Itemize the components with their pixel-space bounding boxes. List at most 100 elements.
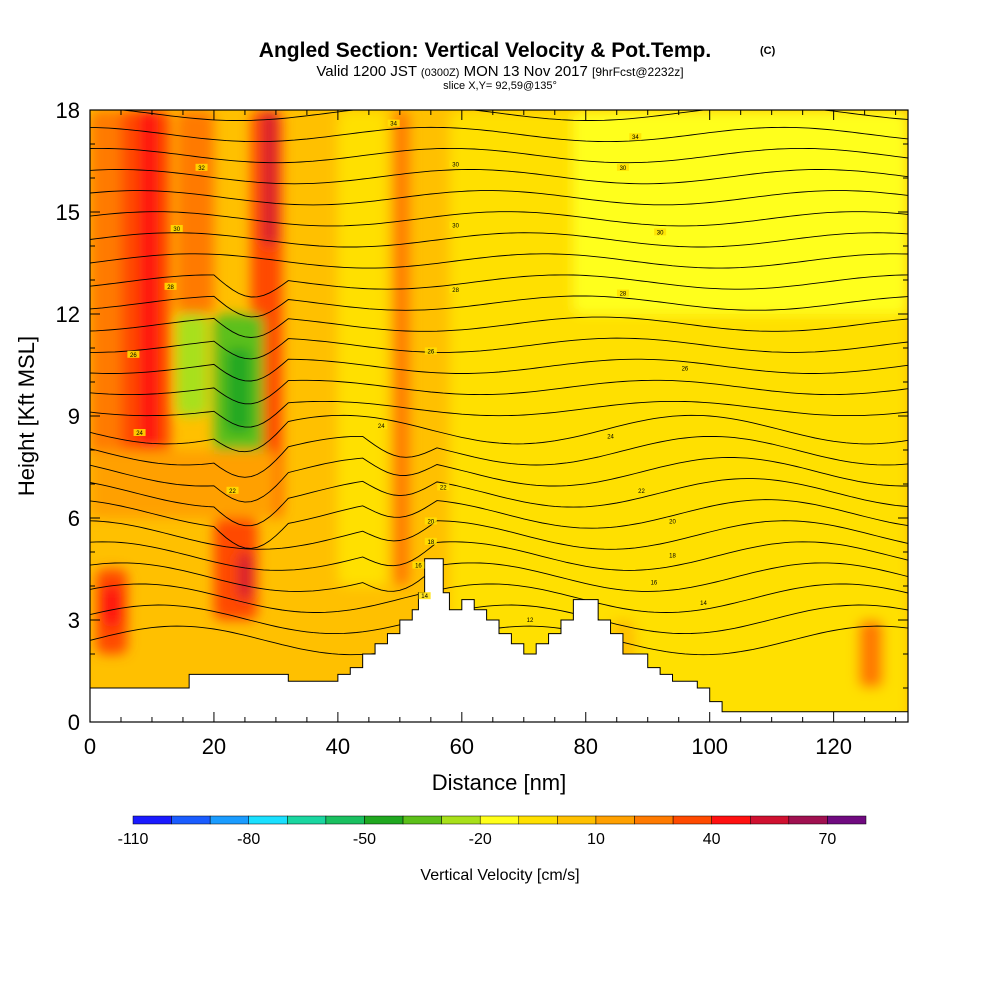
theta-contour-line: [90, 583, 908, 613]
velocity-patch: [176, 110, 214, 314]
contour-label: 24: [607, 434, 614, 440]
contour-label-bg: [635, 486, 648, 494]
theta-contour-line: [90, 604, 908, 635]
theta-contour-line: [90, 295, 908, 318]
colorbar-tick-label: -50: [353, 831, 376, 848]
theta-contours: [90, 110, 908, 656]
colorbar: [132, 815, 867, 825]
colorbar-tick-label: -110: [118, 831, 149, 848]
velocity-patch: [858, 620, 884, 688]
velocity-patch: [139, 110, 159, 450]
contour-label: 14: [421, 594, 428, 600]
theta-contour-line: [118, 110, 908, 121]
theta-contour-line: [90, 541, 908, 571]
contour-label-bg: [697, 599, 710, 606]
contour-label: 16: [415, 564, 422, 570]
x-tick-label: 40: [326, 734, 350, 759]
velocity-patch: [263, 110, 276, 246]
y-tick-label: 18: [56, 98, 80, 123]
colorbar-swatch: [325, 815, 365, 825]
colorbar-swatch: [595, 815, 635, 825]
contour-label-bg: [616, 163, 629, 171]
theta-contour-line: [90, 211, 908, 227]
y-axis: 0 3 6 9 12 15 18: [56, 98, 908, 735]
contour-label: 28: [167, 285, 174, 291]
colorbar-tick-label: -80: [237, 831, 260, 848]
contour-label-bg: [678, 364, 691, 372]
theta-contour-line: [90, 253, 908, 269]
contour-label-bg: [127, 350, 140, 358]
contour-label: 30: [173, 227, 180, 233]
colorbar-tick-label: 70: [819, 831, 837, 848]
contour-label-bg: [418, 592, 431, 600]
velocity-patch: [573, 110, 908, 314]
contour-label-bg: [449, 286, 462, 294]
theta-contour-line: [90, 414, 908, 453]
contour-label-bg: [412, 561, 425, 569]
contour-label-bg: [604, 432, 617, 440]
theta-contour-line: [90, 520, 908, 550]
contour-label: 20: [427, 519, 434, 525]
contour-label: 32: [198, 166, 205, 172]
velocity-patch: [337, 110, 388, 586]
contour-label-bg: [195, 163, 208, 171]
contour-label-bg: [133, 429, 146, 436]
y-tick-label: 9: [68, 404, 80, 429]
theta-contour-line: [90, 316, 908, 338]
colorbar-tick-label: 40: [703, 831, 721, 848]
chart-title-mark: (C): [760, 45, 776, 57]
contour-label: 30: [452, 162, 459, 168]
contour-label: 34: [390, 122, 397, 128]
velocity-patch: [90, 110, 128, 484]
velocity-patch: [709, 314, 908, 620]
colorbar-swatch: [248, 815, 288, 825]
terrain-mask: [90, 558, 908, 722]
contour-label: 22: [440, 485, 447, 491]
x-axis: 0 20 40 60 80 100 120: [84, 110, 897, 759]
theta-contour-line: [90, 499, 908, 549]
slice-label: slice X,Y= 92,59@135°: [443, 80, 557, 92]
y-axis-label: Height [Kft MSL]: [14, 336, 39, 496]
colorbar-label: Vertical Velocity [cm/s]: [420, 867, 579, 884]
contour-label-bg: [654, 228, 667, 236]
contour-label: 14: [700, 601, 707, 607]
velocity-patch: [176, 314, 208, 416]
y-tick-label: 12: [56, 302, 80, 327]
y-tick-label: 6: [68, 506, 80, 531]
contour-label: 24: [136, 431, 143, 437]
x-tick-label: 60: [450, 734, 474, 759]
x-tick-label: 120: [815, 734, 852, 759]
contour-label: 30: [657, 230, 664, 236]
colorbar-swatch: [171, 815, 211, 825]
theta-contour-line: [90, 190, 908, 206]
colorbar-swatch: [827, 815, 867, 825]
x-tick-label: 80: [574, 734, 598, 759]
x-tick-label: 100: [691, 734, 728, 759]
contour-label: 24: [378, 424, 385, 430]
contour-label: 26: [427, 349, 434, 355]
theta-contour-line: [90, 274, 908, 298]
theta-contour-line: [90, 562, 908, 592]
contour-label: 28: [620, 292, 627, 298]
x-tick-label: 0: [84, 734, 96, 759]
colorbar-tick-label: 10: [587, 831, 605, 848]
theta-contour-line: [90, 478, 908, 527]
colorbar-swatch: [711, 815, 751, 825]
velocity-patch: [90, 450, 276, 518]
contour-label-bg: [449, 160, 462, 168]
contour-label: 20: [669, 519, 676, 525]
colorbar-swatch: [132, 815, 172, 825]
contour-label: 26: [130, 353, 137, 359]
y-tick-label: 15: [56, 200, 80, 225]
colorbar-swatch: [788, 815, 828, 825]
colorbar-swatch: [209, 815, 249, 825]
contour-label-bg: [387, 119, 400, 127]
subtitle-zulu: (0300Z): [421, 67, 460, 79]
contour-label-bg: [523, 616, 536, 623]
colorbar-swatch: [287, 815, 327, 825]
subtitle-forecast: [9hrFcst@2232z]: [592, 65, 684, 79]
contour-label-bg: [164, 282, 177, 290]
theta-contour-line: [90, 435, 908, 478]
contour-label-bg: [424, 517, 437, 525]
